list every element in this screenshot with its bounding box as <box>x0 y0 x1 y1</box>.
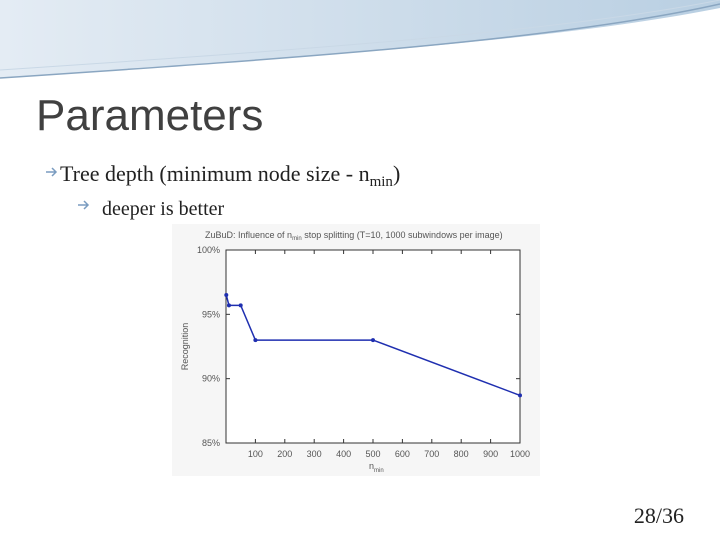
data-point <box>226 303 231 308</box>
header-line <box>0 3 720 79</box>
x-axis-label-subscript: min <box>374 468 384 474</box>
y-tick-label: 85% <box>202 438 220 448</box>
x-axis-label: nmin <box>369 461 384 474</box>
data-point <box>253 338 258 343</box>
plot-area <box>225 249 521 444</box>
data-point <box>518 393 522 398</box>
data-point <box>238 303 243 308</box>
data-point <box>224 293 229 298</box>
data-point <box>371 338 375 343</box>
chart-title-subscript: min <box>292 236 302 242</box>
slide-title: Parameters <box>36 91 263 140</box>
bullet-icon <box>78 200 90 210</box>
x-tick-label: 700 <box>424 449 439 459</box>
chart-title-text: stop splitting (T=10, 1000 subwindows pe… <box>302 230 503 240</box>
x-tick-label: 600 <box>395 449 410 459</box>
x-tick-label: 300 <box>307 449 322 459</box>
x-tick-label: 400 <box>336 449 351 459</box>
x-axis-label-text: n <box>369 461 374 471</box>
x-tick-label: 500 <box>365 449 380 459</box>
header-swoosh <box>0 0 720 78</box>
bullet-text: ) <box>393 161 400 186</box>
y-tick-label: 95% <box>202 309 220 319</box>
x-tick-label: 800 <box>454 449 469 459</box>
x-tick-label: 200 <box>277 449 292 459</box>
y-axis-label: Recognition <box>180 323 190 371</box>
y-tick-label: 100% <box>197 245 220 255</box>
bullet-subscript: min <box>370 174 394 190</box>
y-tick-label: 90% <box>202 374 220 384</box>
x-tick-label: 900 <box>483 449 498 459</box>
page-number: 28/36 <box>634 503 684 528</box>
header-line <box>0 0 720 71</box>
x-tick-label: 1000 <box>510 449 530 459</box>
chart: 85% 90% 95% 100% 100 200 300 400 500 600 700 800 900… <box>180 230 530 474</box>
x-tick-label: 100 <box>248 449 263 459</box>
bullet-icon <box>46 167 58 177</box>
bullet-text: Tree depth (minimum node size - n <box>60 161 370 186</box>
bullet: Tree depth (minimum node size - nmin) <box>60 161 400 190</box>
chart-title-text: ZuBuD: Influence of n <box>205 230 292 240</box>
chart-title: ZuBuD: Influence of nmin stop splitting … <box>205 230 503 242</box>
sub-bullet: deeper is better <box>102 198 224 220</box>
